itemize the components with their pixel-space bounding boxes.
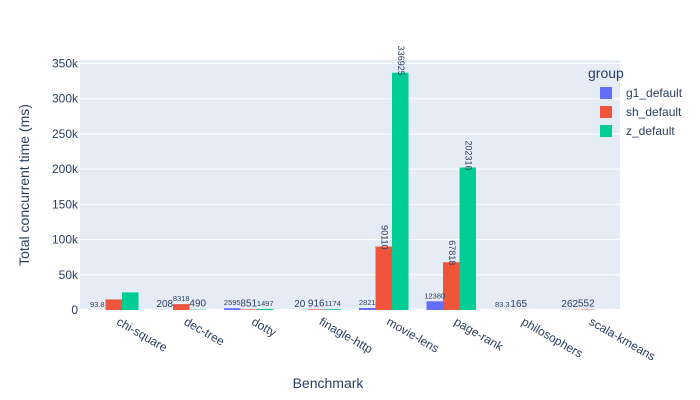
bar-g1_default-dotty[interactable] [224, 308, 241, 310]
y-tick-label: 0 [71, 303, 78, 317]
gridlines [80, 63, 620, 311]
bar-label-sh_default-page-rank: 67818 [447, 240, 457, 265]
bar-z_default-chi-square[interactable] [122, 292, 139, 310]
y-tick-label: 150k [52, 197, 79, 211]
bar-label-sh_default-scala-kmeans: 552 [578, 299, 595, 310]
x-tick-label: finagle-http [317, 314, 376, 356]
legend-title: group [588, 65, 624, 81]
x-axis-ticks: chi-square dec-tree dotty finagle-http movie… [114, 314, 658, 363]
y-tick-label: 250k [52, 127, 79, 141]
bar-label-z_default-dec-tree: 490 [189, 299, 206, 310]
bar-label-z_default-movie-lens: 336925 [396, 46, 406, 76]
bar-label-g1_default-page-rank: 12380 [424, 291, 445, 300]
bar-label-sh_default-dec-tree: 8318 [173, 294, 190, 303]
bar-sh_default-movie-lens[interactable] [375, 246, 393, 310]
x-tick-label: chi-square [114, 314, 170, 354]
bar-label-z_default-dotty: 1497 [257, 299, 274, 308]
x-tick-label: movie-lens [384, 314, 441, 355]
bar-z_default-dotty[interactable] [257, 308, 274, 310]
legend-swatch-sh_default[interactable] [600, 106, 612, 118]
bar-label-g1_default-chi-square: 93.8 [90, 300, 105, 309]
bar-label-sh_default-philosophers: 165 [510, 299, 527, 310]
bar-z_default-page-rank[interactable] [459, 167, 477, 310]
y-tick-label: 100k [52, 233, 79, 247]
bar-sh_default-dotty[interactable] [240, 309, 258, 310]
bar-label-g1_default-scala-kmeans: 262 [561, 299, 578, 310]
bar-label-g1_default-dotty: 2595 [224, 298, 241, 307]
y-tick-label: 50k [59, 268, 79, 282]
bar-sh_default-page-rank[interactable] [443, 262, 460, 310]
bar-label-g1_default-movie-lens: 2821 [359, 298, 376, 307]
legend-swatch-g1_default[interactable] [600, 87, 612, 99]
bar-label-sh_default-dotty: 851 [240, 298, 257, 309]
legend[interactable]: group g1_default sh_default z_default [588, 65, 683, 138]
plot-area [80, 60, 620, 310]
y-tick-label: 350k [52, 57, 79, 71]
bar-sh_default-finagle-http[interactable] [308, 309, 325, 310]
legend-swatch-z_default[interactable] [600, 125, 612, 137]
bar-sh_default-chi-square[interactable] [105, 299, 123, 310]
x-tick-label: dotty [249, 314, 279, 339]
x-tick-label: page-rank [452, 314, 507, 354]
bar-z_default-finagle-http[interactable] [324, 309, 342, 310]
x-tick-label: philosophers [519, 314, 585, 360]
bar-label-sh_default-movie-lens: 90110 [379, 225, 389, 249]
bars [89, 72, 595, 310]
y-axis-title: Total concurrent time (ms) [16, 104, 32, 266]
legend-label-z_default[interactable]: z_default [626, 124, 675, 138]
bar-label-sh_default-finagle-http: 916 [308, 298, 325, 309]
x-tick-label: scala-kmeans [587, 314, 658, 363]
x-tick-label: dec-tree [182, 314, 227, 348]
bar-label-z_default-page-rank: 202316 [463, 140, 473, 170]
bar-label-g1_default-dec-tree: 208 [156, 299, 173, 310]
bar-label-g1_default-philosophers: 83.3 [495, 300, 510, 309]
x-axis-title: Benchmark [293, 375, 365, 391]
y-tick-label: 200k [52, 162, 79, 176]
legend-label-sh_default[interactable]: sh_default [626, 105, 682, 119]
legend-label-g1_default[interactable]: g1_default [626, 86, 683, 100]
bar-z_default-movie-lens[interactable] [392, 72, 409, 310]
y-tick-label: 300k [52, 92, 79, 106]
y-axis-ticks: 0 50k 100k 150k 200k 250k 300k 350k [52, 57, 79, 317]
bar-g1_default-page-rank[interactable] [426, 301, 444, 310]
bar-sh_default-dec-tree[interactable] [173, 304, 190, 310]
bar-label-z_default-finagle-http: 1174 [325, 299, 341, 308]
bar-g1_default-movie-lens[interactable] [359, 308, 376, 310]
bar-label-g1_default-finagle-http: 20 [294, 299, 306, 310]
